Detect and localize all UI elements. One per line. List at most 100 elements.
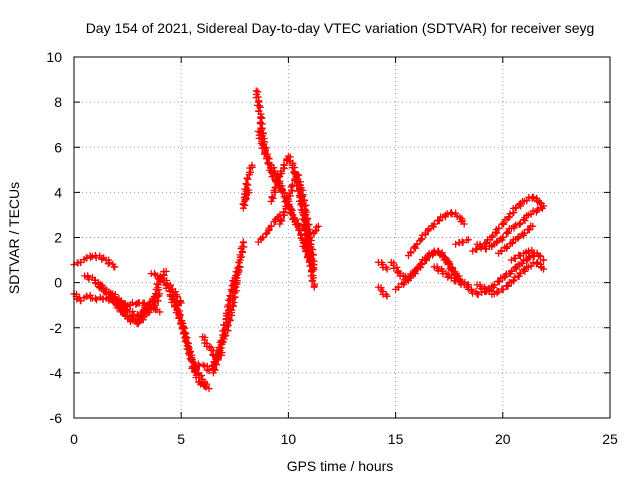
data-point	[106, 259, 114, 267]
data-point	[299, 192, 307, 200]
data-point	[508, 239, 516, 247]
data-point	[277, 215, 285, 223]
series-trace-ae	[495, 222, 537, 257]
data-point	[448, 210, 456, 218]
series-trace-r	[254, 211, 284, 246]
data-point	[510, 224, 518, 232]
data-point	[302, 216, 310, 224]
series-trace-ad	[473, 202, 548, 253]
data-point	[405, 274, 413, 282]
series-trace-o	[240, 186, 253, 205]
data-point	[280, 161, 288, 169]
data-point	[91, 294, 99, 302]
data-point	[489, 231, 497, 239]
data-point	[257, 140, 265, 148]
x-tick-label: 20	[495, 431, 511, 447]
series-trace-ag	[473, 258, 548, 298]
data-point	[310, 283, 318, 291]
data-point	[254, 98, 262, 106]
data-point	[491, 281, 499, 289]
data-point	[533, 249, 541, 257]
data-point	[83, 292, 91, 300]
data-point	[248, 161, 256, 169]
y-tick-label: -4	[50, 365, 63, 381]
data-point	[181, 324, 189, 332]
data-point	[271, 183, 279, 191]
data-points	[70, 87, 548, 393]
data-point	[499, 219, 507, 227]
data-point	[534, 259, 542, 267]
data-point	[536, 199, 544, 207]
axes: 0 5 10 15 20 25 -6 -4 -2 0 2 4 6 8 10	[46, 49, 618, 447]
data-point	[516, 219, 524, 227]
data-point	[306, 240, 314, 248]
y-tick-label: -2	[50, 320, 63, 336]
series-trace-ab	[452, 236, 472, 248]
data-point	[525, 247, 533, 255]
data-point	[309, 276, 317, 284]
data-point	[477, 285, 485, 293]
data-point	[239, 238, 247, 246]
data-point	[506, 210, 514, 218]
data-point	[151, 294, 159, 302]
series-trace-h	[166, 292, 213, 393]
data-point	[309, 260, 317, 268]
data-point	[383, 265, 391, 273]
y-tick-label: 8	[54, 94, 62, 110]
data-point	[434, 267, 442, 275]
data-point	[171, 303, 179, 311]
data-point	[499, 233, 507, 241]
data-point	[438, 249, 446, 257]
data-point	[307, 245, 315, 253]
data-point	[185, 349, 193, 357]
series-trace-v	[374, 258, 391, 273]
data-point	[457, 281, 465, 289]
series-trace-i	[188, 349, 226, 375]
data-point	[448, 265, 456, 273]
data-point	[245, 186, 253, 194]
data-point	[473, 290, 481, 298]
data-point	[135, 312, 143, 320]
series-trace-e	[109, 290, 159, 320]
data-point	[533, 206, 541, 214]
data-point	[459, 217, 467, 225]
data-point	[139, 307, 147, 315]
data-point	[112, 296, 120, 304]
series-trace-u	[289, 215, 322, 241]
data-point	[306, 233, 314, 241]
data-point	[464, 236, 472, 244]
y-tick-label: 10	[46, 49, 62, 65]
data-point	[268, 193, 276, 201]
data-point	[217, 337, 225, 345]
data-point	[274, 173, 282, 181]
data-point	[122, 306, 130, 314]
data-point	[501, 273, 509, 281]
chart-title: Day 154 of 2021, Sidereal Day-to-day VTE…	[86, 20, 595, 36]
x-tick-label: 25	[602, 431, 618, 447]
data-point	[504, 282, 512, 290]
data-point	[115, 295, 123, 303]
data-point	[459, 239, 467, 247]
data-point	[205, 366, 213, 374]
data-point	[239, 248, 247, 256]
data-point	[383, 292, 391, 300]
data-point	[493, 289, 501, 297]
data-point	[259, 233, 267, 241]
data-point	[417, 235, 425, 243]
x-tick-label: 5	[177, 431, 185, 447]
data-point	[146, 298, 154, 306]
data-point	[518, 259, 526, 267]
data-point	[505, 214, 513, 222]
data-point	[213, 355, 221, 363]
data-point	[499, 286, 507, 294]
data-point	[196, 380, 204, 388]
data-point	[407, 248, 415, 256]
series-trace-aa	[430, 263, 472, 289]
x-tick-label: 15	[388, 431, 404, 447]
data-point	[201, 382, 209, 390]
data-point	[88, 252, 96, 260]
data-point	[512, 204, 520, 212]
data-point	[525, 225, 533, 233]
data-point	[525, 254, 533, 262]
